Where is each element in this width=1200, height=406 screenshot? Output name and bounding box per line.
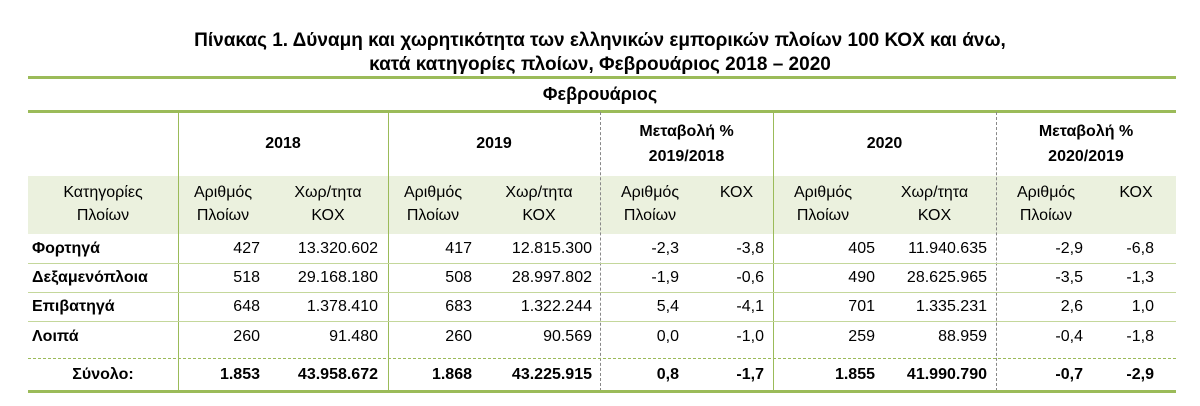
change1-kox-cell: -3,8 (736, 240, 764, 257)
count-2019-cell: 683 (445, 298, 472, 315)
subheader-count-2018-line-1: Αριθμός (193, 184, 253, 201)
count-2019-cell: 260 (445, 328, 472, 345)
subheader-band (28, 176, 1176, 234)
header-change-2020-2019-line-2: 2020/2019 (1048, 148, 1124, 165)
tonnage-2018-cell: 1.378.410 (306, 298, 378, 315)
tonnage-2020-cell: 11.940.635 (908, 240, 987, 257)
section-rule (28, 110, 1176, 113)
divider-category (178, 112, 179, 391)
row-separator (28, 321, 1176, 322)
bottom-rule (28, 390, 1176, 393)
header-2019: 2019 (476, 135, 512, 152)
subheader-category-line-2: Πλοίων (76, 207, 130, 224)
tonnage-2019-cell: 12.815.300 (511, 240, 592, 257)
total-count-2019: 1.868 (431, 366, 472, 383)
table-title-line-2: κατά κατηγορίες πλοίων, Φεβρουάριος 2018… (369, 54, 831, 75)
count-2018-cell: 648 (233, 298, 260, 315)
subheader-change2-count-line-2: Πλοίων (1019, 207, 1073, 224)
total-change2-count: -0,7 (1055, 366, 1083, 383)
subheader-tonnage-2019-line-2: ΚΟΧ (522, 207, 556, 224)
count-2020-cell: 490 (848, 269, 875, 286)
subheader-change1-count-line-1: Αριθμός (620, 184, 680, 201)
change2-count-cell: 2,6 (1060, 298, 1083, 315)
count-2020-cell: 405 (848, 240, 875, 257)
tonnage-2019-cell: 1.322.244 (520, 298, 592, 315)
divider-2019 (600, 112, 601, 391)
subheader-change1-count-line-2: Πλοίων (623, 207, 677, 224)
total-change1-kox: -1,7 (736, 366, 764, 383)
divider-change1 (773, 112, 774, 391)
tonnage-2018-cell: 29.168.180 (297, 269, 378, 286)
total-tonnage-2018: 43.958.672 (297, 366, 378, 383)
header-2020: 2020 (866, 135, 903, 152)
change1-kox-cell: -4,1 (736, 298, 764, 315)
top-rule (28, 76, 1176, 79)
tonnage-2019-cell: 28.997.802 (511, 269, 592, 286)
header-change-2019-2018-line-1: Μεταβολή % (639, 123, 734, 140)
subheader-change2-count-line-1: Αριθμός (1016, 184, 1076, 201)
count-2020-cell: 701 (848, 298, 875, 315)
subheader-tonnage-2018-line-1: Χωρ/τητα (294, 184, 362, 201)
change2-count-cell: -2,9 (1055, 240, 1083, 257)
subheader-count-2019-line-1: Αριθμός (403, 184, 463, 201)
table-title-line-1: Πίνακας 1. Δύναμη και χωρητικότητα των ε… (194, 30, 1006, 51)
change2-count-cell: -3,5 (1055, 269, 1083, 286)
tonnage-2020-cell: 1.335.231 (915, 298, 987, 315)
tonnage-2020-cell: 28.625.965 (906, 269, 987, 286)
total-count-2020: 1.855 (834, 366, 875, 383)
category-cell: Επιβατηγά (32, 298, 115, 315)
header-change-2020-2019-line-1: Μεταβολή % (1038, 123, 1134, 140)
section-header: Φεβρουάριος (542, 84, 658, 104)
change1-count-cell: -1,9 (651, 269, 679, 286)
divider-2020 (996, 112, 997, 391)
tonnage-2018-cell: 13.320.602 (297, 240, 378, 257)
subheader-tonnage-2019-line-1: Χωρ/τητα (505, 184, 573, 201)
change2-kox-cell: 1,0 (1131, 298, 1154, 315)
tonnage-2020-cell: 88.959 (938, 328, 987, 345)
count-2018-cell: 518 (233, 269, 260, 286)
count-2019-cell: 508 (445, 269, 472, 286)
category-cell: Λοιπά (32, 328, 79, 345)
subheader-change1-kox: ΚΟΧ (719, 184, 754, 201)
row-separator (28, 292, 1176, 293)
change1-count-cell: -2,3 (651, 240, 679, 257)
header-2018: 2018 (265, 135, 301, 152)
subheader-change2-kox: ΚΟΧ (1119, 184, 1153, 201)
subheader-tonnage-2020-line-1: Χωρ/τητα (900, 184, 969, 201)
subheader-count-2019-line-2: Πλοίων (406, 207, 460, 224)
change2-kox-cell: -1,8 (1126, 328, 1154, 345)
change2-kox-cell: -1,3 (1126, 269, 1154, 286)
subheader-category-line-1: Κατηγορίες (63, 184, 143, 201)
change2-kox-cell: -6,8 (1126, 240, 1154, 257)
subheader-tonnage-2018-line-2: ΚΟΧ (311, 207, 345, 224)
subheader-count-2020-line-2: Πλοίων (796, 207, 850, 224)
total-label: Σύνολο: (72, 366, 134, 383)
change1-count-cell: 5,4 (656, 298, 679, 315)
header-change-2019-2018-line-2: 2019/2018 (648, 148, 725, 165)
count-2018-cell: 427 (233, 240, 260, 257)
row-separator (28, 263, 1176, 264)
total-count-2018: 1.853 (219, 366, 260, 383)
total-change1-count: 0,8 (656, 366, 679, 383)
tonnage-2019-cell: 90.569 (543, 328, 592, 345)
divider-2018 (388, 112, 389, 391)
category-cell: Δεξαμενόπλοια (32, 269, 148, 286)
total-change2-kox: -2,9 (1126, 366, 1154, 383)
change1-count-cell: 0,0 (656, 328, 679, 345)
count-2018-cell: 260 (233, 328, 260, 345)
change2-count-cell: -0,4 (1055, 328, 1083, 345)
total-separator (28, 358, 1176, 359)
subheader-count-2020-line-1: Αριθμός (793, 184, 853, 201)
change1-kox-cell: -1,0 (736, 328, 764, 345)
total-tonnage-2019: 43.225.915 (511, 366, 592, 383)
total-tonnage-2020: 41.990.790 (906, 366, 987, 383)
subheader-tonnage-2020-line-2: ΚΟΧ (917, 207, 952, 224)
subheader-count-2018-line-2: Πλοίων (196, 207, 250, 224)
count-2020-cell: 259 (848, 328, 875, 345)
tonnage-2018-cell: 91.480 (329, 328, 378, 345)
count-2019-cell: 417 (445, 240, 472, 257)
change1-kox-cell: -0,6 (736, 269, 764, 286)
category-cell: Φορτηγά (32, 240, 101, 257)
